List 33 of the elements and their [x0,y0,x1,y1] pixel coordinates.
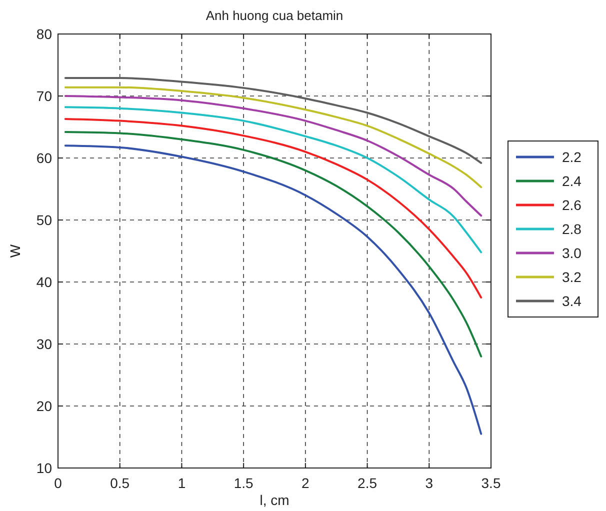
legend-label: 3.4 [562,293,582,309]
line-series [64,86,482,188]
chart-title: Anh huong cua betamin [206,8,344,23]
x-axis-title: l, cm [260,492,290,508]
line-series [64,106,482,254]
legend-label: 3.0 [562,245,582,261]
x-tick-label: 0 [54,475,62,491]
y-tick-label: 40 [36,274,52,290]
x-tick-label: 0.5 [110,475,130,491]
line-series [64,77,482,164]
y-axis-title: W [7,244,23,258]
y-tick-label: 10 [36,460,52,476]
y-tick-label: 80 [36,26,52,42]
x-tick-label: 2.5 [358,475,378,491]
legend-label: 3.2 [562,269,582,285]
x-tick-label: 1 [178,475,186,491]
y-tick-label: 70 [36,88,52,104]
y-tick-label: 60 [36,150,52,166]
x-tick-label: 2 [302,475,310,491]
x-tick-label: 3 [425,475,434,491]
y-tick-label: 50 [36,212,52,228]
legend-label: 2.2 [562,149,582,165]
x-tick-label: 1.5 [234,475,254,491]
line-series [64,144,482,435]
x-tick-label: 3.5 [481,475,501,491]
legend-label: 2.6 [562,197,582,213]
line-series [64,118,482,298]
legend-label: 2.4 [562,173,582,189]
line-series [64,130,482,358]
legend-label: 2.8 [562,221,582,237]
y-tick-label: 20 [36,398,52,414]
line-series [64,95,482,217]
y-tick-label: 30 [36,336,52,352]
